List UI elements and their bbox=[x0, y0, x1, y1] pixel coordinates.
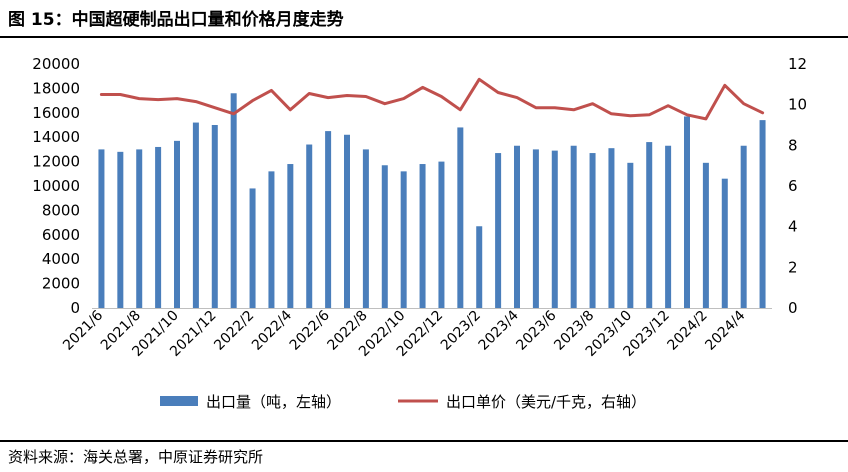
legend-line-label: 出口单价（美元/千克，右轴） bbox=[446, 393, 646, 411]
left-axis-tick-label: 20000 bbox=[32, 55, 80, 73]
bar bbox=[362, 149, 369, 308]
bar bbox=[192, 122, 199, 308]
x-axis-tick-label: 2022/6 bbox=[287, 307, 333, 353]
chart: 0 2000 4000 6000 8000 10000 12000 14000 16000 180… bbox=[32, 55, 807, 411]
price-line bbox=[99, 77, 765, 121]
bar bbox=[570, 145, 577, 308]
figure-title-bar: 图 15：中国超硬制品出口量和价格月度走势 bbox=[0, 0, 848, 36]
left-axis-tick-label: 6000 bbox=[42, 226, 80, 244]
right-axis-tick-label: 8 bbox=[788, 136, 798, 154]
legend: 出口量（吨，左轴） 出口单价（美元/千克，右轴） bbox=[160, 393, 646, 411]
x-axis-tick-label: 2024/4 bbox=[702, 307, 748, 353]
x-axis: 2021/62021/82021/102021/122022/22022/420… bbox=[60, 307, 772, 360]
source-divider bbox=[0, 440, 848, 442]
bar bbox=[98, 149, 105, 308]
bar bbox=[249, 188, 256, 308]
bar bbox=[608, 148, 615, 308]
bar bbox=[287, 164, 294, 308]
bar bbox=[476, 226, 483, 308]
legend-bar-swatch bbox=[160, 396, 198, 406]
right-axis-tick-label: 10 bbox=[788, 96, 807, 114]
bar bbox=[514, 145, 520, 308]
bar bbox=[646, 142, 653, 308]
left-axis-tick-label: 0 bbox=[70, 299, 80, 317]
bar bbox=[721, 178, 728, 308]
bar bbox=[306, 144, 313, 308]
right-axis-tick-label: 12 bbox=[788, 55, 807, 73]
bar bbox=[759, 120, 766, 309]
right-axis-tick-label: 0 bbox=[788, 299, 798, 317]
bar bbox=[268, 171, 275, 308]
x-axis-tick-label: 2022/2 bbox=[211, 308, 257, 354]
left-axis-tick-label: 2000 bbox=[42, 275, 80, 293]
bar bbox=[627, 162, 634, 308]
line-series bbox=[99, 77, 765, 121]
left-axis-tick-label: 16000 bbox=[32, 104, 80, 122]
left-axis-tick-label: 4000 bbox=[42, 250, 80, 268]
right-axis-tick-label: 6 bbox=[788, 177, 798, 195]
x-axis-tick-label: 2021/6 bbox=[60, 307, 106, 353]
bar bbox=[344, 134, 350, 308]
right-axis: 0 2 4 6 8 10 12 bbox=[788, 55, 807, 317]
right-axis-tick-label: 2 bbox=[788, 258, 798, 276]
bar-series bbox=[98, 93, 766, 309]
bar bbox=[174, 140, 180, 308]
left-axis-tick-label: 8000 bbox=[42, 201, 80, 219]
left-axis-tick-label: 12000 bbox=[32, 153, 80, 171]
bar bbox=[155, 146, 162, 308]
bar bbox=[438, 161, 445, 308]
bar bbox=[684, 116, 690, 309]
bar bbox=[702, 162, 709, 308]
bar bbox=[419, 164, 426, 308]
left-axis-tick-label: 14000 bbox=[32, 128, 80, 146]
bar bbox=[589, 153, 596, 308]
figure-title: 图 15：中国超硬制品出口量和价格月度走势 bbox=[8, 10, 344, 30]
title-divider bbox=[0, 36, 848, 38]
bar bbox=[381, 165, 388, 308]
x-axis-tick-label: 2023/6 bbox=[513, 307, 559, 353]
bar bbox=[117, 151, 124, 308]
bar bbox=[495, 153, 502, 308]
bar bbox=[551, 150, 558, 308]
bar bbox=[211, 125, 218, 308]
bar bbox=[665, 145, 672, 308]
bar bbox=[532, 149, 539, 308]
x-axis-tick-label: 2023/2 bbox=[438, 308, 484, 354]
bar bbox=[230, 93, 237, 308]
x-axis-tick-label: 2024/2 bbox=[665, 308, 711, 354]
source-note: 资料来源：海关总署，中原证券研究所 bbox=[8, 448, 264, 466]
x-axis-tick-label: 2022/4 bbox=[249, 307, 295, 353]
bar bbox=[740, 145, 747, 308]
bar bbox=[136, 149, 143, 308]
legend-bar-label: 出口量（吨，左轴） bbox=[206, 393, 341, 411]
right-axis-tick-label: 4 bbox=[788, 218, 798, 236]
left-axis-tick-label: 18000 bbox=[32, 79, 80, 97]
bar bbox=[325, 131, 332, 308]
left-axis-tick-label: 10000 bbox=[32, 177, 80, 195]
x-axis-tick-label: 2023/4 bbox=[476, 307, 522, 353]
left-axis: 0 2000 4000 6000 8000 10000 12000 14000 16000 180… bbox=[32, 55, 80, 317]
bar bbox=[400, 171, 407, 308]
bar bbox=[457, 127, 464, 308]
